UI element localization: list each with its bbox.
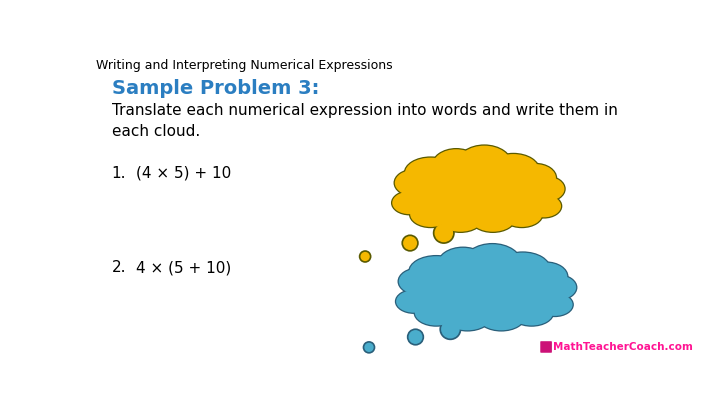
Ellipse shape (443, 302, 492, 332)
Text: Sample Problem 3:: Sample Problem 3: (112, 79, 319, 98)
Ellipse shape (536, 292, 574, 317)
Circle shape (433, 222, 455, 244)
Ellipse shape (527, 195, 561, 217)
Ellipse shape (500, 200, 544, 228)
Ellipse shape (487, 153, 540, 188)
Ellipse shape (495, 252, 551, 286)
Text: (4 × 5) + 10: (4 × 5) + 10 (137, 166, 232, 181)
Ellipse shape (431, 148, 482, 184)
Ellipse shape (437, 247, 489, 283)
Ellipse shape (469, 203, 516, 233)
Ellipse shape (509, 298, 554, 327)
Ellipse shape (437, 203, 484, 233)
Ellipse shape (501, 201, 542, 227)
Circle shape (364, 343, 374, 352)
Ellipse shape (523, 261, 569, 292)
Circle shape (434, 224, 453, 242)
Ellipse shape (405, 158, 456, 188)
Ellipse shape (537, 294, 572, 316)
Text: Translate each numerical expression into words and write them in
each cloud.: Translate each numerical expression into… (112, 102, 618, 139)
Ellipse shape (526, 194, 562, 219)
Circle shape (439, 318, 462, 340)
Ellipse shape (529, 176, 566, 202)
Ellipse shape (391, 190, 428, 215)
Ellipse shape (444, 303, 490, 330)
Ellipse shape (531, 177, 564, 201)
Ellipse shape (471, 205, 515, 232)
Ellipse shape (515, 164, 556, 192)
Text: Writing and Interpreting Numerical Expressions: Writing and Interpreting Numerical Expre… (96, 60, 393, 72)
Ellipse shape (438, 205, 482, 232)
Ellipse shape (408, 255, 464, 288)
Ellipse shape (438, 248, 488, 281)
Ellipse shape (396, 290, 432, 313)
Ellipse shape (405, 167, 550, 223)
Circle shape (401, 234, 419, 252)
Circle shape (408, 330, 423, 344)
Ellipse shape (432, 149, 480, 183)
Circle shape (359, 250, 372, 263)
Ellipse shape (524, 262, 567, 291)
Text: 2.: 2. (112, 260, 126, 275)
Ellipse shape (404, 156, 457, 190)
Circle shape (403, 236, 417, 250)
Ellipse shape (413, 298, 459, 327)
Ellipse shape (394, 169, 433, 197)
Ellipse shape (510, 300, 553, 326)
Text: 1.: 1. (112, 166, 126, 181)
Ellipse shape (410, 201, 451, 227)
Ellipse shape (487, 154, 539, 186)
Ellipse shape (496, 253, 549, 285)
Ellipse shape (462, 243, 522, 284)
Circle shape (361, 252, 370, 261)
Ellipse shape (392, 192, 426, 214)
Ellipse shape (464, 244, 521, 283)
Ellipse shape (478, 303, 524, 330)
Ellipse shape (395, 170, 432, 196)
Ellipse shape (457, 146, 512, 184)
Circle shape (407, 328, 424, 345)
Ellipse shape (539, 274, 577, 301)
Text: MathTeacherCoach.com: MathTeacherCoach.com (553, 341, 693, 352)
Ellipse shape (514, 163, 557, 193)
Ellipse shape (410, 265, 561, 322)
Ellipse shape (409, 171, 546, 219)
Ellipse shape (397, 267, 439, 296)
Ellipse shape (414, 269, 557, 318)
Ellipse shape (410, 256, 463, 287)
Circle shape (441, 320, 459, 339)
Ellipse shape (399, 269, 438, 294)
Ellipse shape (415, 300, 458, 326)
Ellipse shape (456, 144, 513, 185)
Ellipse shape (477, 302, 526, 332)
Ellipse shape (409, 200, 452, 228)
Circle shape (363, 341, 375, 354)
Ellipse shape (395, 289, 433, 314)
Text: 4 × (5 + 10): 4 × (5 + 10) (137, 260, 232, 275)
Ellipse shape (541, 275, 576, 299)
FancyBboxPatch shape (540, 341, 552, 353)
